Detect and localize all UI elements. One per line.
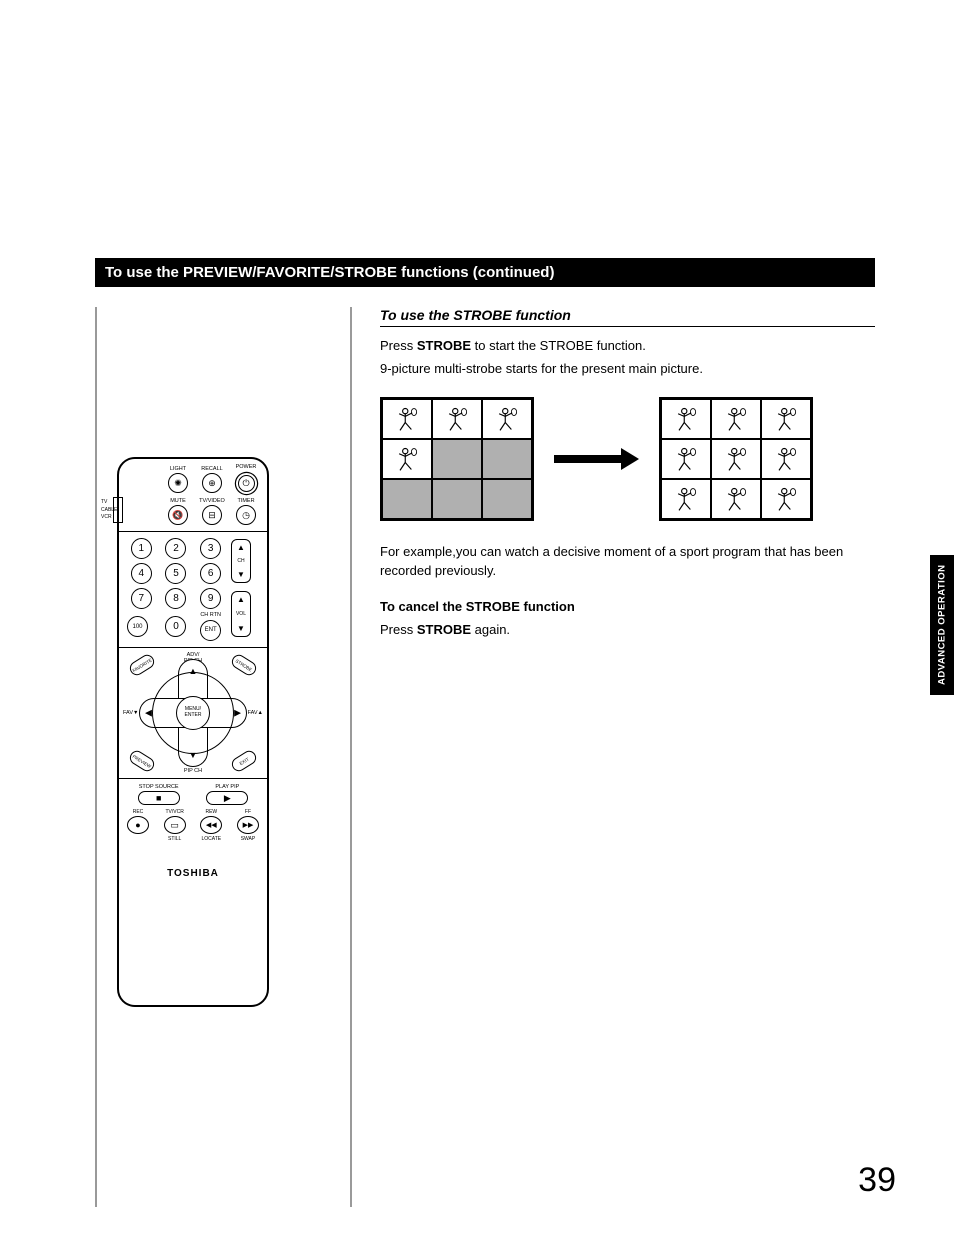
rew-button: REW◀◀LOCATE (200, 809, 222, 842)
tennis-player-icon (770, 443, 802, 475)
section-header: To use the PREVIEW/FAVORITE/STROBE funct… (95, 258, 875, 287)
tennis-player-icon (720, 403, 752, 435)
preview-button: PREVIEW (127, 748, 156, 774)
strobe-cell (482, 479, 532, 519)
timer-button: TIMER ◷ (233, 499, 259, 526)
tvvcr-button: TV/VCR▭STILL (164, 809, 186, 842)
recall-button: RECALL ⊕ (199, 467, 225, 494)
transport-row: REC● TV/VCR▭STILL REW◀◀LOCATE FF▶▶SWAP (127, 809, 259, 842)
strobe-cell (711, 439, 761, 479)
ent-button: ENT (200, 620, 221, 641)
num-3: 3 (200, 538, 221, 559)
num-4: 4 (131, 563, 152, 584)
num-100: 100 (127, 616, 148, 637)
mode-switch: TV CABLE VCR (101, 499, 117, 522)
page-content: To use the PREVIEW/FAVORITE/STROBE funct… (95, 258, 875, 1207)
number-pad: 1 2 3 ▲CH▼ 4 5 6 7 8 9 ▲VOL▼ 100 0 CH RT… (127, 538, 259, 641)
num-5: 5 (165, 563, 186, 584)
arrow-icon (554, 452, 639, 466)
stop-source-button: STOP SOURCE ■ (127, 785, 190, 806)
right-column: To use the STROBE function Press STROBE … (352, 307, 875, 1207)
rec-button: REC● (127, 809, 149, 842)
side-tab: ADVANCED OPERATION (930, 555, 954, 695)
strobe-cell (661, 399, 711, 439)
num-9: 9 (200, 588, 221, 609)
tennis-player-icon (670, 403, 702, 435)
tennis-player-icon (670, 443, 702, 475)
num-6: 6 (200, 563, 221, 584)
mute-button: MUTE 🔇 (165, 499, 191, 526)
dpad: FAVORITE STROBE PREVIEW EXIT ADV/ PIP CH… (127, 654, 259, 772)
tennis-player-icon (391, 443, 423, 475)
ff-button: FF▶▶SWAP (237, 809, 259, 842)
light-button: LIGHT ✺ (165, 467, 191, 494)
power-button: POWER ⏻ (233, 465, 259, 495)
strobe-diagram (380, 397, 875, 521)
tennis-player-icon (441, 403, 473, 435)
strobe-button: STROBE (229, 652, 258, 678)
num-8: 8 (165, 588, 186, 609)
cancel-block: To cancel the STROBE function Press STRO… (380, 598, 875, 640)
exit-button: EXIT (229, 748, 258, 774)
strobe-cell (482, 439, 532, 479)
strobe-cell (661, 479, 711, 519)
tennis-player-icon (770, 403, 802, 435)
strobe-cell (382, 479, 432, 519)
strobe-cell (432, 479, 482, 519)
strobe-cell (761, 439, 811, 479)
num-7: 7 (131, 588, 152, 609)
two-column-layout: TV CABLE VCR LIGHT ✺ RECALL ⊕ POWER (95, 307, 875, 1207)
strobe-cell (711, 399, 761, 439)
left-column: TV CABLE VCR LIGHT ✺ RECALL ⊕ POWER (95, 307, 345, 1207)
num-1: 1 (131, 538, 152, 559)
brand-label: TOSHIBA (127, 868, 259, 879)
strobe-cell (382, 399, 432, 439)
intro-text: Press STROBE to start the STROBE functio… (380, 337, 875, 379)
tennis-player-icon (670, 483, 702, 515)
tennis-player-icon (770, 483, 802, 515)
tennis-player-icon (720, 483, 752, 515)
example-text: For example,you can watch a decisive mom… (380, 543, 875, 581)
num-2: 2 (165, 538, 186, 559)
strobe-grid-after (659, 397, 813, 521)
sub-heading: To use the STROBE function (380, 307, 875, 327)
tennis-player-icon (391, 403, 423, 435)
tennis-player-icon (720, 443, 752, 475)
favorite-button: FAVORITE (127, 652, 156, 678)
strobe-grid-before (380, 397, 534, 521)
strobe-cell (711, 479, 761, 519)
strobe-cell (432, 439, 482, 479)
strobe-cell (761, 399, 811, 439)
strobe-cell (432, 399, 482, 439)
strobe-cell (382, 439, 432, 479)
play-pip-button: PLAY PIP ▶ (196, 785, 259, 806)
ch-rocker: ▲CH▼ (231, 539, 251, 583)
page-number: 39 (858, 1161, 896, 1200)
tennis-player-icon (491, 403, 523, 435)
strobe-cell (761, 479, 811, 519)
menu-enter-button: MENU/ ENTER (176, 696, 210, 730)
strobe-cell (661, 439, 711, 479)
strobe-cell (482, 399, 532, 439)
vol-rocker: ▲VOL▼ (231, 591, 251, 637)
tvvideo-button: TV/VIDEO ⊟ (199, 499, 225, 526)
num-0: 0 (165, 616, 186, 637)
remote-control-illustration: TV CABLE VCR LIGHT ✺ RECALL ⊕ POWER (117, 457, 269, 1007)
